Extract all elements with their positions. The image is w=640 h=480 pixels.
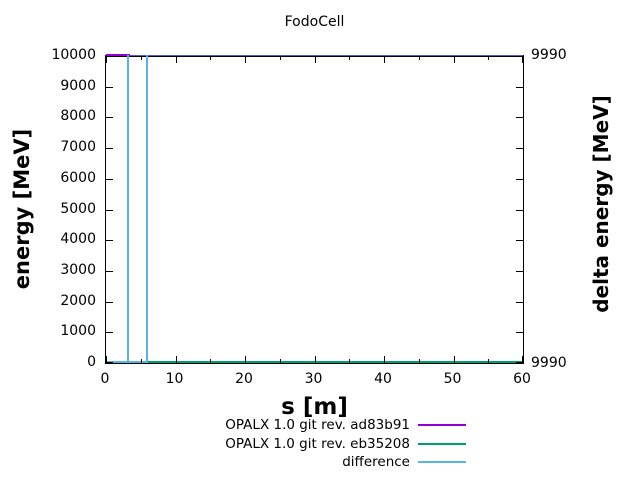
x-tick-mark [315,356,316,363]
y-tick-mark-mirror [516,56,523,57]
x-minor-tick-mark-mirror [210,56,211,60]
series-green-bottom-line [106,361,523,363]
x-tick-mark [176,356,177,363]
top-border-line [106,56,523,57]
y-tick-label: 8000 [60,108,96,125]
y-tick-mark [106,240,113,241]
legend-row: OPALX 1.0 git rev. eb35208 [86,435,466,454]
x-minor-tick-mark [488,359,489,363]
x-tick-mark-mirror [176,56,177,63]
y-tick-mark-mirror [516,271,523,272]
legend-label-series-3: difference [342,454,410,471]
y-tick-mark-mirror [516,117,523,118]
y-tick-label: 0 [87,354,96,370]
legend-label-series-2: OPALX 1.0 git rev. eb35208 [225,435,410,452]
x-minor-tick-mark [141,359,142,363]
x-minor-tick-mark-mirror [141,56,142,60]
x-tick-mark [522,356,523,363]
x-tick-mark [454,356,455,363]
y2-tick-label-bottom: 9990 [531,355,567,371]
x-tick-label: 50 [443,371,462,387]
y-tick-label: 10000 [51,47,96,63]
y-tick-label: 4000 [60,231,96,248]
x-minor-tick-mark [349,359,350,363]
legend-line-sample-purple [418,424,466,427]
chart-title: FodoCell [284,14,345,30]
x-minor-tick-mark-mirror [349,56,350,60]
y-tick-mark-mirror [516,148,523,149]
x-axis-label: s [m] [281,394,348,420]
difference-spike-1 [127,55,130,363]
x-tick-mark-mirror [384,56,385,63]
x-tick-mark [106,356,107,363]
y2-axis-label: delta energy [MeV] [589,95,613,313]
y-tick-mark [106,148,113,149]
y-tick-label: 3000 [60,261,96,278]
legend: OPALX 1.0 git rev. ad83b91 OPALX 1.0 git… [86,416,466,472]
y-tick-mark-mirror [516,87,523,88]
x-minor-tick-mark [210,359,211,363]
x-tick-label: 20 [235,371,253,387]
x-tick-label: 0 [100,371,110,387]
y-tick-mark [106,87,113,88]
y2-tick-label-top: 9990 [531,47,567,63]
top-border-blue-line [106,55,523,56]
legend-line-sample-skyblue [418,461,466,464]
difference-line-bottom-segment [106,361,147,363]
y-tick-mark [106,179,113,180]
y-tick-label: 5000 [60,200,96,217]
x-tick-label: 10 [165,371,184,387]
y-tick-mark [106,56,113,57]
x-tick-mark-mirror [522,56,523,63]
x-minor-tick-mark [419,359,420,363]
y-tick-mark [106,210,113,211]
x-tick-mark-mirror [106,56,107,63]
y-tick-mark-mirror [516,362,523,363]
x-tick-label: 30 [304,371,323,387]
y-tick-mark [106,117,113,118]
x-minor-tick-mark-mirror [419,56,420,60]
x-minor-tick-mark [280,359,281,363]
y-tick-mark [106,332,113,333]
x-minor-tick-mark-mirror [488,56,489,60]
y-tick-label: 6000 [60,169,96,186]
y-tick-mark-mirror [516,240,523,241]
x-tick-mark-mirror [315,56,316,63]
legend-label-series-1: OPALX 1.0 git rev. ad83b91 [225,417,410,434]
y-tick-label: 9000 [60,77,96,94]
y-tick-mark [106,271,113,272]
x-tick-mark-mirror [245,56,246,63]
y-tick-mark-mirror [516,332,523,333]
legend-row: difference [86,453,466,472]
y-tick-mark-mirror [516,179,523,180]
legend-row: OPALX 1.0 git rev. ad83b91 [86,416,466,435]
y-tick-label: 7000 [60,139,96,156]
y-tick-label: 1000 [60,323,96,340]
plot-area [105,54,524,364]
x-tick-mark [245,356,246,363]
legend-line-sample-green [418,442,466,445]
difference-spike-2 [146,55,148,363]
series-purple-top-segment [106,54,130,56]
x-tick-label: 40 [374,371,392,387]
y-tick-mark-mirror [516,210,523,211]
x-minor-tick-mark-mirror [280,56,281,60]
y-tick-mark [106,362,113,363]
y-tick-mark-mirror [516,302,523,303]
x-tick-mark-mirror [454,56,455,63]
x-tick-label: 60 [513,371,531,387]
y-tick-mark [106,302,113,303]
x-tick-mark [384,356,385,363]
y-tick-label: 2000 [60,292,96,309]
